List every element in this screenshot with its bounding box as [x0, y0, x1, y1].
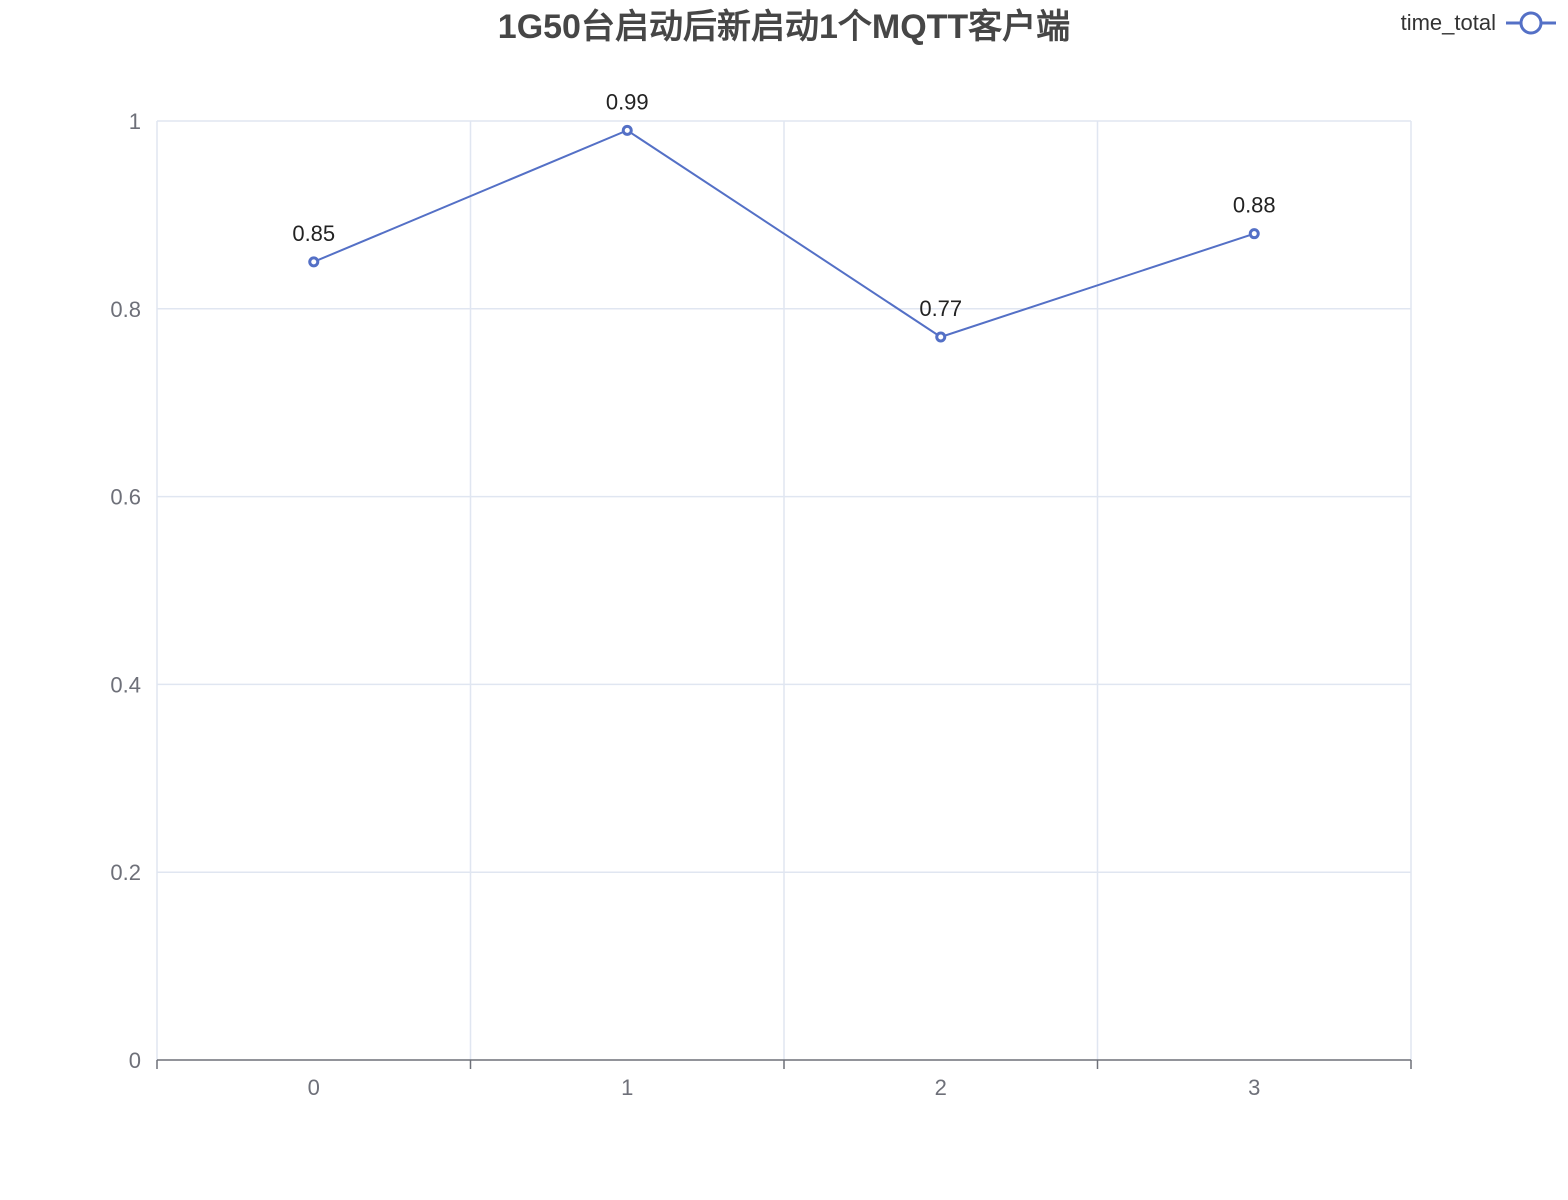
x-tick-label: 1 — [621, 1075, 633, 1100]
y-tick-label: 0.2 — [110, 860, 141, 885]
x-tick-label: 2 — [935, 1075, 947, 1100]
data-label: 0.99 — [606, 89, 649, 114]
series-time-total: 0.85 0.99 0.77 0.88 — [292, 89, 1276, 343]
data-point[interactable] — [1248, 228, 1260, 240]
y-tick-label: 0.6 — [110, 485, 141, 510]
y-tick-label: 0.8 — [110, 297, 141, 322]
data-point[interactable] — [308, 256, 320, 268]
grid — [156, 120, 1412, 1060]
axes: 0 0.2 0.4 0.6 0.8 1 0 1 2 3 — [110, 109, 1412, 1100]
data-label: 0.88 — [1233, 193, 1276, 218]
x-tick-label: 0 — [308, 1075, 320, 1100]
data-point[interactable] — [621, 124, 633, 136]
x-tick-label: 3 — [1248, 1075, 1260, 1100]
y-tick-label: 1 — [129, 109, 141, 134]
data-label: 0.77 — [919, 296, 962, 321]
legend-marker-icon — [1519, 11, 1543, 35]
legend-label: time_total — [1401, 10, 1496, 35]
data-label: 0.85 — [292, 221, 335, 246]
chart-title: 1G50台启动后新启动1个MQTT客户端 — [498, 7, 1070, 46]
data-point[interactable] — [935, 331, 947, 343]
y-tick-label: 0 — [129, 1048, 141, 1073]
series-line — [313, 129, 1255, 339]
legend[interactable]: time_total — [1401, 10, 1556, 35]
y-tick-label: 0.4 — [110, 672, 141, 697]
